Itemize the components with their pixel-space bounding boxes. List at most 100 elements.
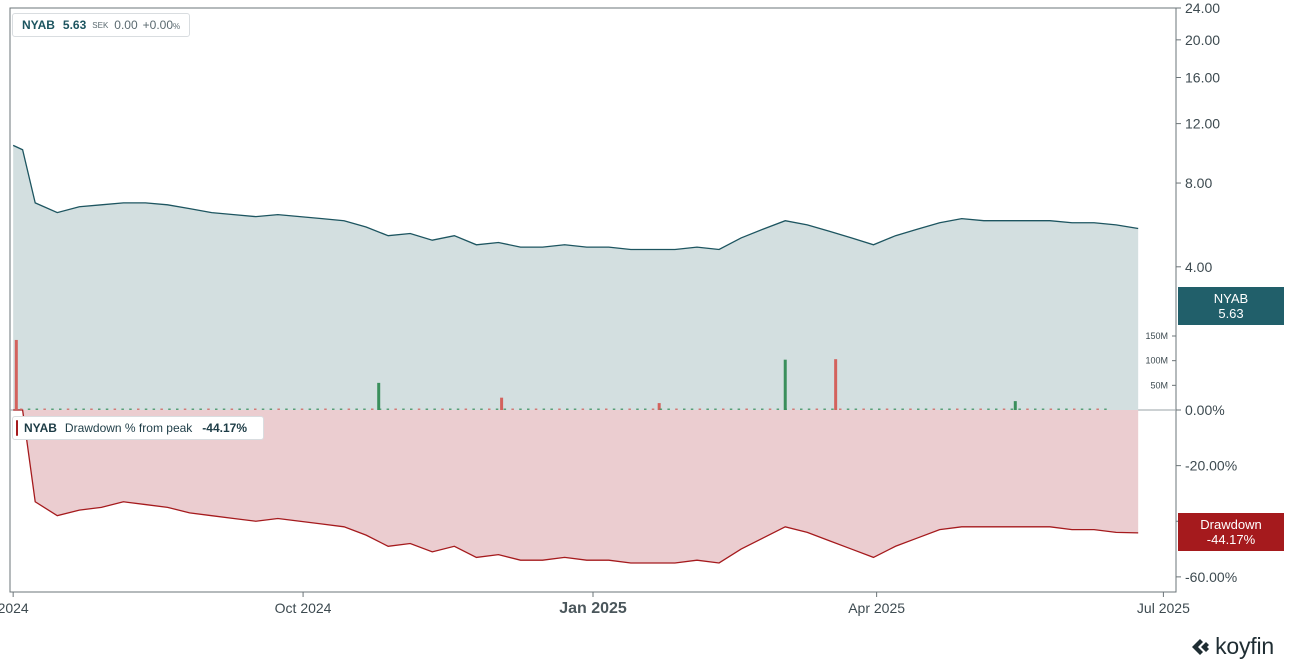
volume-bar [495, 408, 499, 410]
volume-bar [620, 408, 624, 410]
volume-bar [800, 408, 803, 410]
volume-bar [90, 408, 93, 410]
volume-bar [834, 359, 838, 410]
volume-bar [441, 408, 444, 410]
price-tick-label: 8.00 [1185, 175, 1212, 191]
price-tick-label: 20.00 [1185, 32, 1220, 48]
x-tick-label: Jan 2025 [559, 600, 627, 617]
volume-bar [1080, 408, 1084, 410]
price-legend-change: 0.00 [114, 18, 138, 32]
volume-bar [628, 408, 631, 410]
volume-bar [261, 408, 265, 410]
volume-bar [783, 359, 787, 410]
volume-bar [667, 408, 670, 410]
volume-bar [121, 408, 124, 410]
volume-bar [254, 408, 257, 410]
volume-bar [1002, 408, 1006, 410]
volume-bar [932, 408, 936, 410]
price-last-value-tag: NYAB 5.63 [1178, 287, 1284, 325]
volume-bar [714, 408, 717, 410]
drawdown-legend[interactable]: NYAB Drawdown % from peak -44.17% [12, 416, 264, 440]
volume-bar [472, 408, 475, 410]
price-line [12, 144, 1139, 251]
price-tick-label: 16.00 [1185, 70, 1220, 86]
volume-bar [402, 408, 405, 410]
volume-bar [995, 408, 998, 410]
price-legend-pct-sign: % [173, 22, 181, 31]
volume-bar [948, 408, 951, 410]
volume-bar [222, 408, 226, 410]
volume-bar [363, 408, 366, 410]
x-tick-label: Apr 2025 [848, 600, 905, 616]
volume-bar [885, 408, 889, 410]
drawdown-legend-ticker: NYAB [24, 421, 57, 435]
drawdown-tick-label: -20.00% [1185, 458, 1237, 474]
volume-bar [963, 408, 967, 410]
volume-bar [901, 408, 904, 410]
volume-bar [98, 408, 101, 410]
price-legend[interactable]: NYAB 5.63 SEK 0.00 +0.00% [12, 13, 190, 37]
koyfin-logo[interactable]: koyfin [1189, 633, 1274, 660]
drawdown-area [13, 410, 1139, 563]
volume-bar [745, 408, 748, 410]
volume-bar [500, 397, 504, 410]
volume-bar [199, 408, 202, 410]
volume-bar [917, 408, 920, 410]
volume-bar [168, 408, 171, 410]
volume-bar [152, 408, 156, 410]
price-tick-label: 24.00 [1185, 0, 1220, 16]
volume-bar [659, 408, 663, 410]
drawdown-last-value-tag: Drawdown -44.17% [1178, 513, 1284, 551]
volume-bar [308, 408, 312, 410]
volume-bar [339, 408, 343, 410]
volume-bar [66, 408, 70, 410]
drawdown-tick-label: -60.00% [1185, 569, 1237, 585]
volume-bar [246, 408, 249, 410]
volume-bar [1096, 408, 1099, 410]
volume-bar [35, 408, 39, 410]
volume-bar [215, 408, 218, 410]
volume-bar [480, 408, 483, 410]
volume-bar [238, 408, 241, 410]
volume-bar [371, 408, 374, 410]
drawdown-tag-name: Drawdown [1200, 517, 1262, 532]
volume-bar [558, 408, 561, 410]
volume-bar [1104, 408, 1107, 410]
volume-bar [20, 408, 23, 410]
volume-bar [979, 408, 982, 410]
drawdown-tick-label: 0.00% [1185, 402, 1225, 418]
volume-bar [651, 408, 655, 410]
volume-bar [542, 408, 546, 410]
price-tag-name: NYAB [1213, 291, 1249, 306]
volume-bar [1026, 408, 1029, 410]
volume-bar [846, 408, 850, 410]
volume-bar [347, 408, 351, 410]
volume-bar [956, 408, 959, 410]
price-tick-label: 4.00 [1185, 259, 1212, 275]
price-legend-change-pct: +0.00% [143, 18, 181, 32]
volume-bar [597, 408, 600, 410]
volume-bar [511, 408, 514, 410]
volume-bar [1013, 401, 1017, 410]
volume-bar [1041, 408, 1045, 410]
volume-bar [753, 408, 756, 410]
volume-bar [924, 408, 928, 410]
price-tick-label: 12.00 [1185, 116, 1220, 132]
volume-bar [59, 408, 62, 410]
volume-bar [971, 408, 975, 410]
volume-bar [1034, 408, 1037, 410]
volume-bar [534, 408, 538, 410]
volume-bar [105, 408, 109, 410]
volume-bar [1018, 408, 1021, 410]
volume-bar [878, 408, 881, 410]
x-tick-label: Jul 2025 [1137, 600, 1190, 616]
volume-bar [737, 408, 741, 410]
volume-bar [449, 408, 452, 410]
volume-bar [657, 403, 661, 410]
price-tag-value: 5.63 [1218, 306, 1244, 321]
drawdown-legend-label: Drawdown % from peak [64, 421, 193, 435]
volume-bar [377, 382, 381, 410]
volume-bar [698, 408, 702, 410]
volume-bar [675, 408, 678, 410]
